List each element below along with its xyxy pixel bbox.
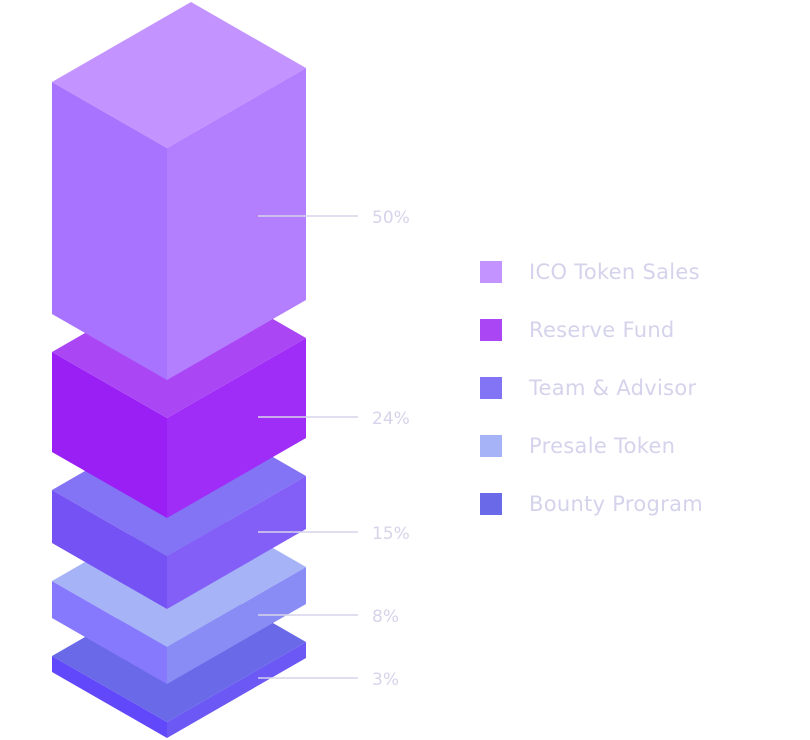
legend-swatch [480, 319, 502, 341]
legend-label: Presale Token [529, 434, 676, 458]
legend-item-team-advisor: Team & Advisor [480, 359, 703, 417]
legend-item-ico-token-sales: ICO Token Sales [480, 243, 703, 301]
legend-label: ICO Token Sales [529, 260, 700, 284]
block-left-face [52, 490, 167, 609]
value-label: 50% [372, 208, 410, 228]
value-label: 24% [372, 409, 410, 429]
block-right-face [167, 642, 306, 738]
block-right-face [167, 68, 306, 380]
legend-label: Team & Advisor [529, 376, 697, 400]
legend-swatch [480, 377, 502, 399]
legend: ICO Token Sales Reserve Fund Team & Advi… [480, 243, 703, 533]
block-right-face [167, 338, 306, 518]
block-left-face [52, 656, 167, 738]
legend-label: Reserve Fund [529, 318, 675, 342]
value-label: 8% [372, 607, 399, 627]
legend-label: Bounty Program [529, 492, 704, 516]
block-top-face [52, 2, 306, 148]
value-label: 15% [372, 524, 410, 544]
block-left-face [52, 581, 167, 684]
block-left-face [52, 352, 167, 518]
legend-swatch [480, 435, 502, 457]
block-right-face [167, 476, 306, 609]
legend-swatch [480, 493, 502, 515]
legend-swatch [480, 261, 502, 283]
legend-item-reserve-fund: Reserve Fund [480, 301, 703, 359]
block-right-face [167, 567, 306, 684]
legend-item-bounty-program: Bounty Program [480, 475, 703, 533]
value-label: 3% [372, 670, 399, 690]
block-left-face [52, 82, 167, 380]
block-ico-token-sales [52, 2, 306, 380]
legend-item-presale-token: Presale Token [480, 417, 703, 475]
